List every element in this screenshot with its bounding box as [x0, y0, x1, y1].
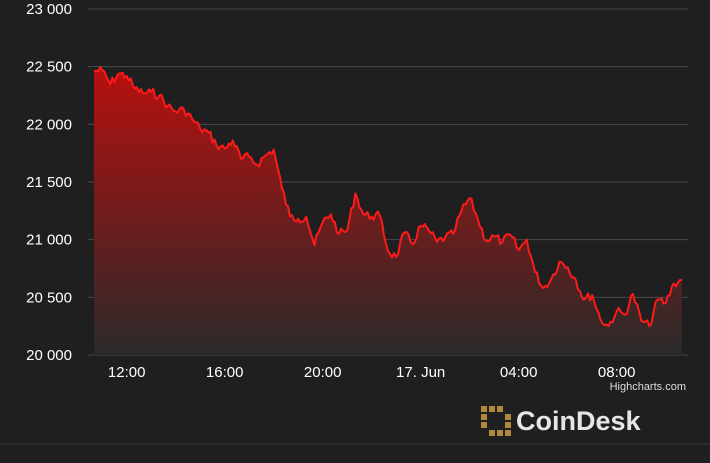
- x-axis-labels: 12:00 16:00 20:00 17. Jun 04:00 08:00: [108, 364, 636, 381]
- y-tick-label: 21 000: [26, 232, 72, 249]
- y-tick-label: 20 500: [26, 289, 72, 306]
- y-axis-labels: 20 000 20 500 21 000 21 500 22 000 22 500 23 0…: [26, 1, 72, 364]
- x-tick-label: 08:00: [598, 364, 636, 381]
- coindesk-mark-icon: [481, 406, 511, 436]
- y-tick-label: 22 000: [26, 116, 72, 133]
- y-tick-label: 23 000: [26, 1, 72, 18]
- x-tick-label: 12:00: [108, 364, 146, 381]
- brand-name: CoinDesk: [516, 406, 642, 436]
- x-tick-label: 20:00: [304, 364, 342, 381]
- x-tick-label: 16:00: [206, 364, 244, 381]
- price-area: [94, 67, 682, 355]
- price-line: [93, 66, 682, 328]
- y-tick-label: 21 500: [26, 174, 72, 191]
- y-tick-label: 20 000: [26, 347, 72, 364]
- y-tick-label: 22 500: [26, 59, 72, 76]
- highcharts-credit[interactable]: Highcharts.com: [610, 381, 686, 393]
- x-tick-label: 17. Jun: [396, 364, 445, 381]
- coindesk-logo: CoinDesk: [481, 406, 642, 436]
- x-tick-label: 04:00: [500, 364, 538, 381]
